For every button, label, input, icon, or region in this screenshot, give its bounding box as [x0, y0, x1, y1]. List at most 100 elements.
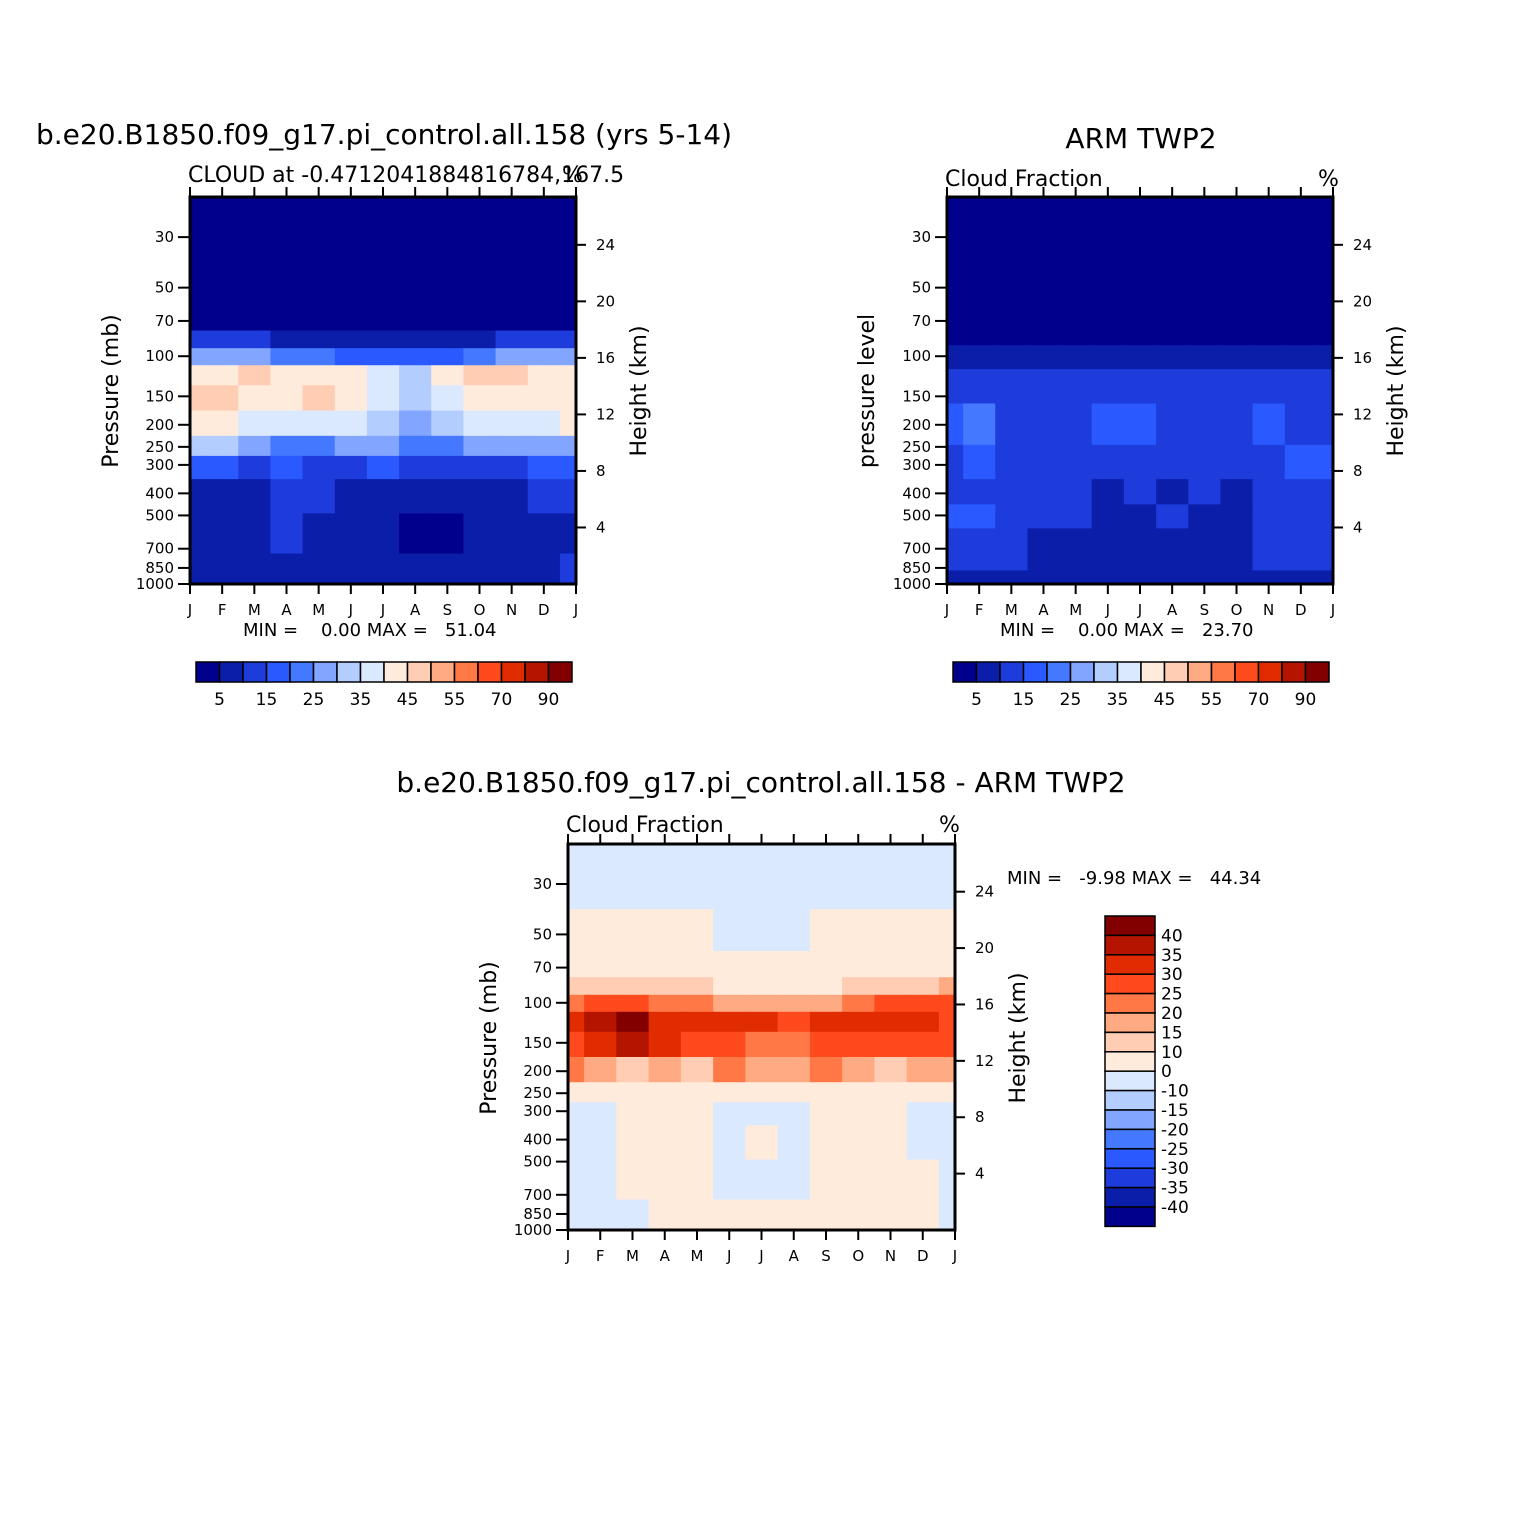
- diff-cell: [874, 1082, 908, 1103]
- obs-cell: [1156, 369, 1189, 405]
- diff-legend-label: -40: [1161, 1198, 1189, 1218]
- diff-cell: [713, 1125, 746, 1161]
- diff-cell: [777, 1011, 811, 1033]
- model-y2tick-label: 24: [596, 236, 615, 254]
- diff-cell: [938, 951, 956, 978]
- diff-cell: [809, 977, 843, 996]
- diff-cell: [568, 994, 585, 1013]
- diff-cell: [906, 951, 940, 978]
- model-cell: [206, 553, 239, 585]
- diff-legend-swatch: [1104, 954, 1156, 975]
- model-legend-swatch: [218, 661, 244, 683]
- model-cell: [302, 348, 336, 366]
- diff-cell: [648, 1031, 682, 1058]
- diff-cell: [874, 909, 908, 952]
- obs-cell: [1284, 444, 1318, 480]
- obs-cell: [995, 369, 1029, 405]
- model-cell: [190, 348, 207, 366]
- model-cell: [527, 279, 561, 332]
- obs-ytick-label: 70: [912, 312, 931, 330]
- obs-cell: [1316, 197, 1334, 287]
- model-cell: [302, 330, 336, 349]
- model-cell: [399, 553, 432, 585]
- model-cell: [527, 479, 561, 515]
- diff-cell: [616, 1102, 650, 1126]
- obs-legend-swatch: [999, 661, 1025, 683]
- model-cell: [206, 455, 239, 480]
- obs-cell: [1027, 369, 1061, 405]
- obs-legend-swatch: [1069, 661, 1095, 683]
- model-cell: [399, 479, 432, 515]
- model-cell: [366, 197, 400, 280]
- diff-cell: [777, 1031, 811, 1058]
- diff-cell: [809, 844, 843, 910]
- model-cell: [399, 513, 432, 555]
- model-cell: [302, 410, 336, 437]
- model-cell: [302, 435, 336, 457]
- model-cell: [238, 348, 272, 366]
- diff-cell: [680, 1125, 714, 1161]
- obs-cell: [1220, 369, 1254, 405]
- obs-xtick-label: O: [1231, 601, 1243, 619]
- obs-cell: [1188, 479, 1222, 505]
- model-cell: [431, 410, 465, 437]
- model-cell: [559, 435, 577, 457]
- model-y2tick-label: 4: [596, 518, 606, 536]
- diff-legend-swatch: [1104, 1051, 1156, 1072]
- diff-cell: [874, 1159, 908, 1201]
- obs-cell: [1027, 570, 1061, 585]
- model-cell: [190, 365, 207, 386]
- diff-cell: [713, 1082, 746, 1103]
- diff-cell: [568, 1057, 585, 1083]
- obs-cell: [1091, 528, 1125, 553]
- diff-cell: [568, 844, 585, 910]
- model-cell: [463, 330, 497, 349]
- obs-cell: [1156, 570, 1189, 585]
- obs-legend-swatch: [952, 661, 978, 683]
- diff-legend-label: -30: [1161, 1159, 1189, 1179]
- diff-cell: [938, 844, 956, 910]
- diff-cell: [745, 1011, 779, 1033]
- obs-cell: [995, 345, 1029, 370]
- model-xtick-label: F: [218, 601, 227, 619]
- obs-cell: [1220, 528, 1254, 553]
- model-legend-swatch: [453, 661, 479, 683]
- obs-cell: [1123, 444, 1157, 480]
- diff-ytick-label: 30: [533, 875, 552, 893]
- diff-cell: [568, 1082, 585, 1103]
- model-cell: [206, 197, 239, 280]
- obs-cell: [1188, 504, 1222, 529]
- panel-obs-ylabel: pressure level: [855, 314, 880, 468]
- obs-cell: [1091, 504, 1125, 529]
- diff-cell: [680, 951, 714, 978]
- obs-cell: [947, 570, 964, 585]
- diff-cell: [745, 1057, 779, 1083]
- model-legend-label: 25: [303, 690, 325, 710]
- obs-legend-label: 45: [1154, 690, 1176, 710]
- model-cell: [270, 197, 304, 280]
- obs-cell: [1156, 551, 1189, 572]
- diff-cell: [568, 951, 585, 978]
- model-cell: [270, 435, 304, 457]
- model-cell: [527, 197, 561, 280]
- panel-obs: ARM TWP2 Cloud Fraction % 30 50 70 100 150 20…: [855, 122, 1409, 710]
- obs-cell: [1123, 345, 1157, 370]
- obs-ytick-label: 700: [902, 540, 931, 558]
- diff-legend-swatch: [1104, 1128, 1156, 1150]
- diff-cell: [680, 1199, 714, 1231]
- diff-legend-label: 30: [1161, 965, 1183, 985]
- obs-xtick-label: J: [1105, 601, 1110, 619]
- obs-legend-label: 25: [1060, 690, 1082, 710]
- diff-cell: [777, 1159, 811, 1201]
- model-cell: [527, 348, 561, 366]
- model-xtick-label: D: [538, 601, 550, 619]
- model-xtick-label: M: [248, 601, 261, 619]
- model-legend-swatch: [477, 661, 503, 683]
- obs-cell: [963, 444, 996, 480]
- diff-cell: [777, 951, 811, 978]
- model-cell: [238, 455, 272, 480]
- obs-xtick-label: N: [1263, 601, 1274, 619]
- obs-cell: [1284, 504, 1318, 529]
- obs-cell: [963, 528, 996, 553]
- diff-cell: [616, 1057, 650, 1083]
